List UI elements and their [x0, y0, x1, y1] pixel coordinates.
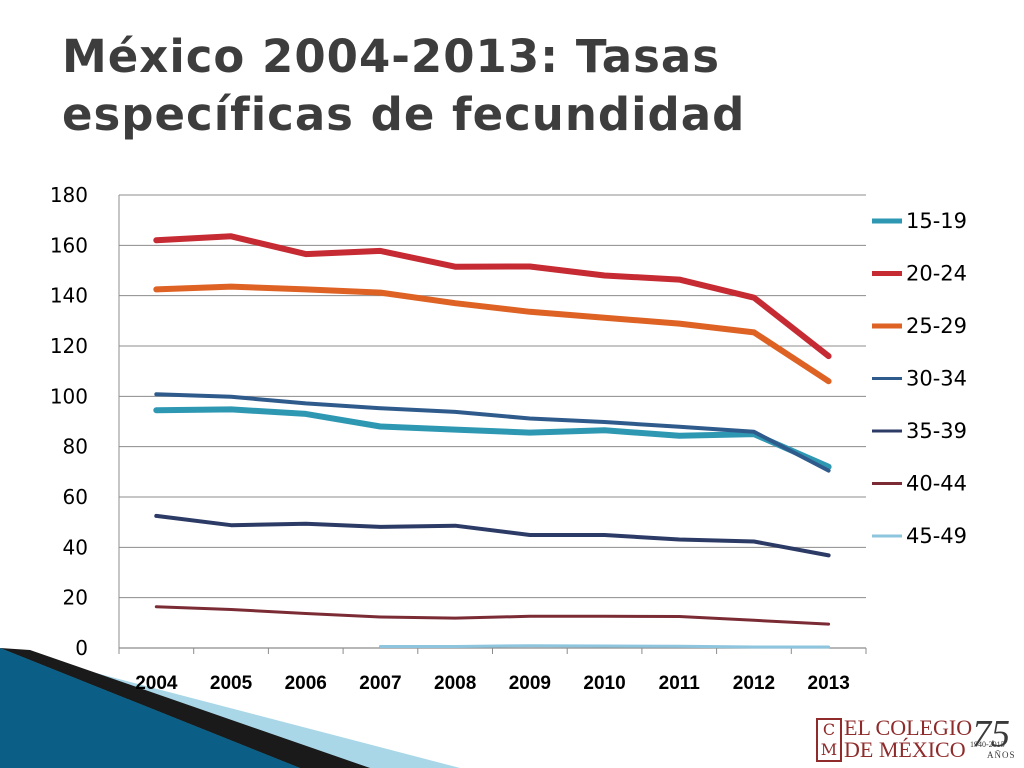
legend-label: 25-29	[906, 314, 967, 338]
series-line-15-19	[153, 406, 832, 470]
x-tick-label: 2012	[733, 673, 775, 694]
logo-text-line2: DE MÉXICO	[844, 737, 966, 762]
bottom-left-decoration	[0, 648, 460, 768]
x-tick-label: 2004	[135, 673, 178, 694]
slide-title: México 2004-2013: Tasas específicas de f…	[62, 30, 746, 141]
x-tick-label: 2011	[659, 673, 701, 694]
decor-dark-band	[0, 648, 300, 768]
legend-label: 30-34	[906, 367, 967, 391]
legend-label: 15-19	[906, 209, 967, 233]
decor-dark-stroke	[0, 648, 370, 768]
y-tick-label: 80	[63, 435, 88, 459]
series-line-25-29	[153, 283, 832, 385]
x-tick-label: 2010	[583, 673, 625, 694]
legend-label: 45-49	[906, 524, 967, 548]
chart-axes: 0 20 40 60 80 100 120 140 160 180 2004 2005 2006 2007…	[50, 183, 867, 694]
x-tick-label: 2006	[285, 673, 327, 694]
y-tick-label: 100	[50, 384, 88, 408]
x-tick-label: 2005	[210, 673, 253, 694]
x-tick-label: 2007	[359, 673, 401, 694]
x-tick-label: 2009	[509, 673, 551, 694]
y-tick-label: 60	[63, 485, 88, 509]
logo-cm-box: C M	[816, 718, 842, 762]
y-tick-label: 120	[50, 334, 88, 358]
series-line-30-34	[154, 392, 831, 473]
logo-anniversary: 75	[972, 713, 1010, 755]
series-line-45-49	[378, 644, 831, 649]
logo-years: 1940-2015	[970, 740, 1005, 749]
series-line-20-24	[153, 233, 832, 360]
logo-letter-m: M	[820, 740, 838, 759]
y-tick-label: 20	[63, 586, 88, 610]
logo-letter-c: C	[822, 720, 836, 739]
logo-anos: AÑOS	[987, 750, 1016, 760]
y-tick-label: 160	[50, 233, 88, 257]
series-line-40-44	[154, 605, 831, 626]
y-tick-label: 0	[75, 636, 88, 660]
y-tick-label: 180	[50, 183, 88, 207]
legend-label: 40-44	[906, 472, 967, 496]
chart-series	[153, 233, 832, 649]
y-tick-label: 40	[63, 535, 88, 559]
logo-text-line1: EL COLEGIO	[844, 715, 973, 740]
x-tick-label: 2013	[808, 673, 850, 694]
legend-label: 20-24	[906, 262, 967, 286]
x-tick-label: 2008	[434, 673, 476, 694]
chart-legend: 15-19 20-24 25-29 30-34 35-39 40-44 45-49	[872, 209, 967, 548]
y-tick-label: 140	[50, 284, 88, 308]
legend-label: 35-39	[906, 419, 967, 443]
el-colegio-de-mexico-logo: C M EL COLEGIO DE MÉXICO 75 1940-2015 AÑ…	[812, 714, 1020, 764]
series-line-35-39	[154, 513, 831, 558]
chart-gridlines	[119, 194, 866, 649]
